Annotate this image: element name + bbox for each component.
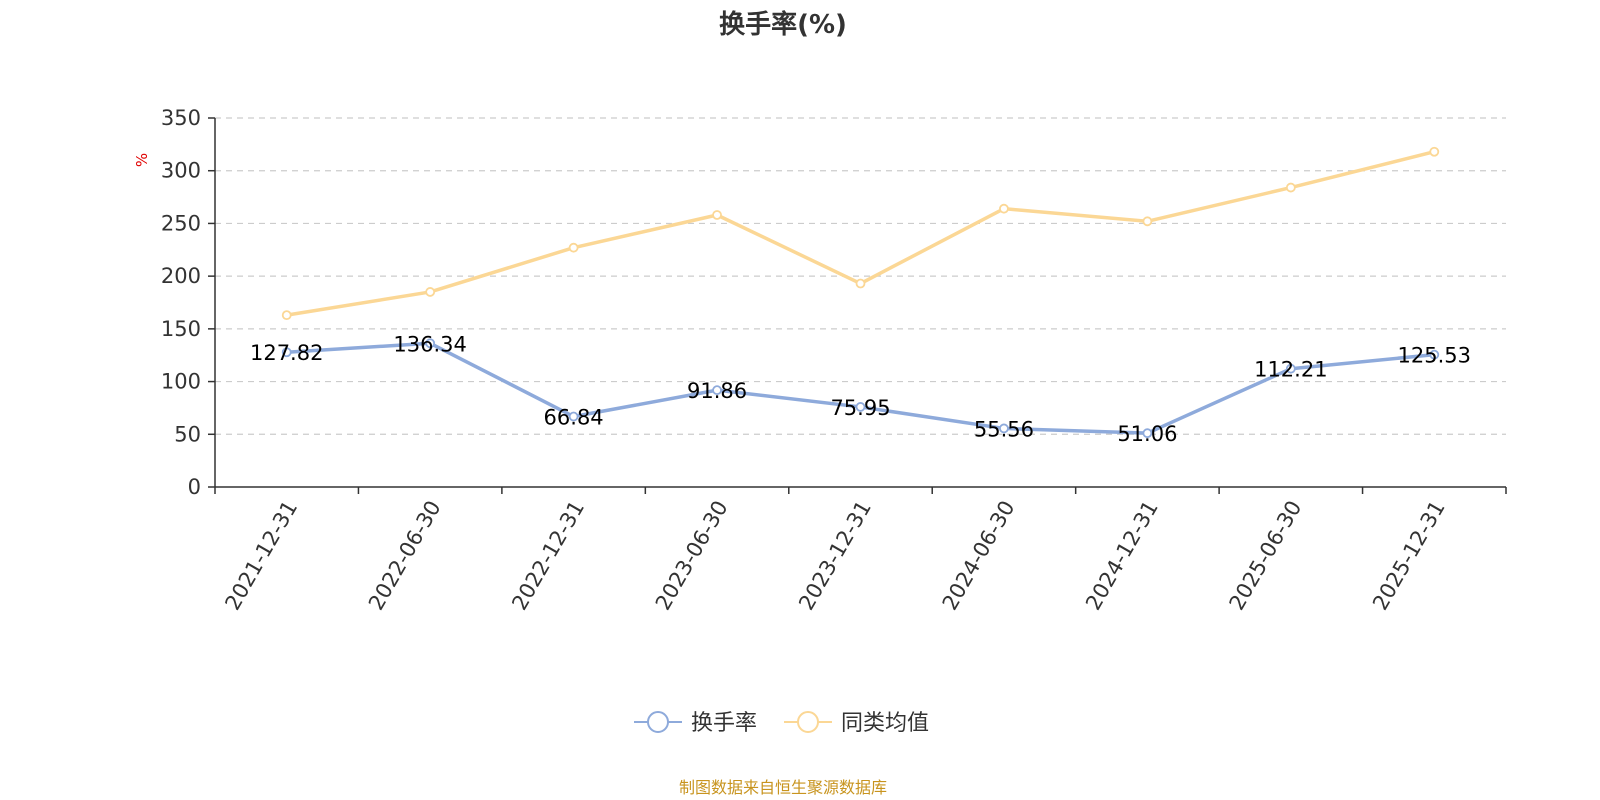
data-label: 55.56	[974, 417, 1034, 441]
data-point	[568, 242, 579, 253]
data-point	[1429, 146, 1440, 157]
x-tick-label: 2024-06-30	[938, 497, 1020, 615]
y-tick-label: 250	[161, 211, 201, 235]
data-point	[999, 423, 1009, 434]
data-point	[1429, 349, 1440, 360]
data-point	[281, 347, 292, 358]
grid-lines	[215, 117, 1506, 435]
data-point	[1285, 182, 1296, 193]
x-tick-label: 2025-06-30	[1225, 497, 1307, 615]
y-tick-label: 300	[161, 159, 201, 183]
x-tick-label: 2024-12-31	[1081, 497, 1163, 615]
legend-marker	[797, 711, 819, 733]
y-tick-label: 50	[174, 422, 201, 446]
data-point	[425, 287, 436, 297]
legend-item-1[interactable]: 同类均值	[784, 711, 929, 736]
y-tick-label: 100	[161, 370, 201, 394]
data-point	[425, 338, 436, 349]
data-label: 127.82	[250, 341, 323, 365]
x-tick-label: 2023-06-30	[651, 497, 733, 615]
x-tick-label: 2022-06-30	[364, 496, 446, 614]
data-point	[855, 278, 866, 289]
y-tick-label: 350	[161, 106, 201, 130]
data-label: 51.06	[1117, 422, 1177, 446]
x-tick-label: 2021-12-31	[220, 497, 302, 615]
data-point	[712, 385, 722, 396]
data-label: 66.84	[544, 406, 604, 430]
data-point	[1285, 363, 1296, 374]
chart-title: 换手率(%)	[719, 9, 847, 40]
series-lines	[281, 146, 1440, 439]
legend-item-0[interactable]: 换手率	[634, 711, 757, 736]
y-tick-label: 200	[161, 264, 201, 288]
data-label: 112.21	[1254, 358, 1327, 382]
y-tick-label: 150	[161, 317, 201, 341]
legend[interactable]: 换手率 同类均值	[634, 711, 929, 736]
data-point	[1142, 428, 1153, 439]
data-label: 91.86	[687, 379, 747, 403]
data-point	[855, 402, 866, 412]
x-tick-label: 2025-12-31	[1368, 497, 1450, 615]
data-labels: 127.82 136.34 66.84 91.86 75.95 55.56 51.06 112…	[250, 332, 1471, 446]
data-point	[712, 210, 722, 220]
y-axis-unit: %	[133, 153, 151, 167]
data-point	[999, 203, 1009, 214]
legend-label: 换手率	[691, 711, 757, 736]
data-label: 136.34	[393, 332, 466, 356]
data-point	[1142, 216, 1153, 227]
legend-marker	[647, 711, 669, 733]
data-label: 125.53	[1398, 344, 1471, 368]
data-source-note: 制图数据来自恒生聚源数据库	[679, 778, 887, 797]
data-point	[281, 310, 292, 321]
data-point	[568, 411, 579, 422]
series-line-1	[284, 149, 1437, 317]
legend-label: 同类均值	[841, 711, 929, 736]
data-label: 75.95	[830, 396, 890, 420]
y-tick-label: 0	[188, 475, 201, 499]
x-tick-label: 2022-12-31	[507, 497, 589, 615]
x-tick-label: 2023-12-31	[794, 497, 876, 615]
